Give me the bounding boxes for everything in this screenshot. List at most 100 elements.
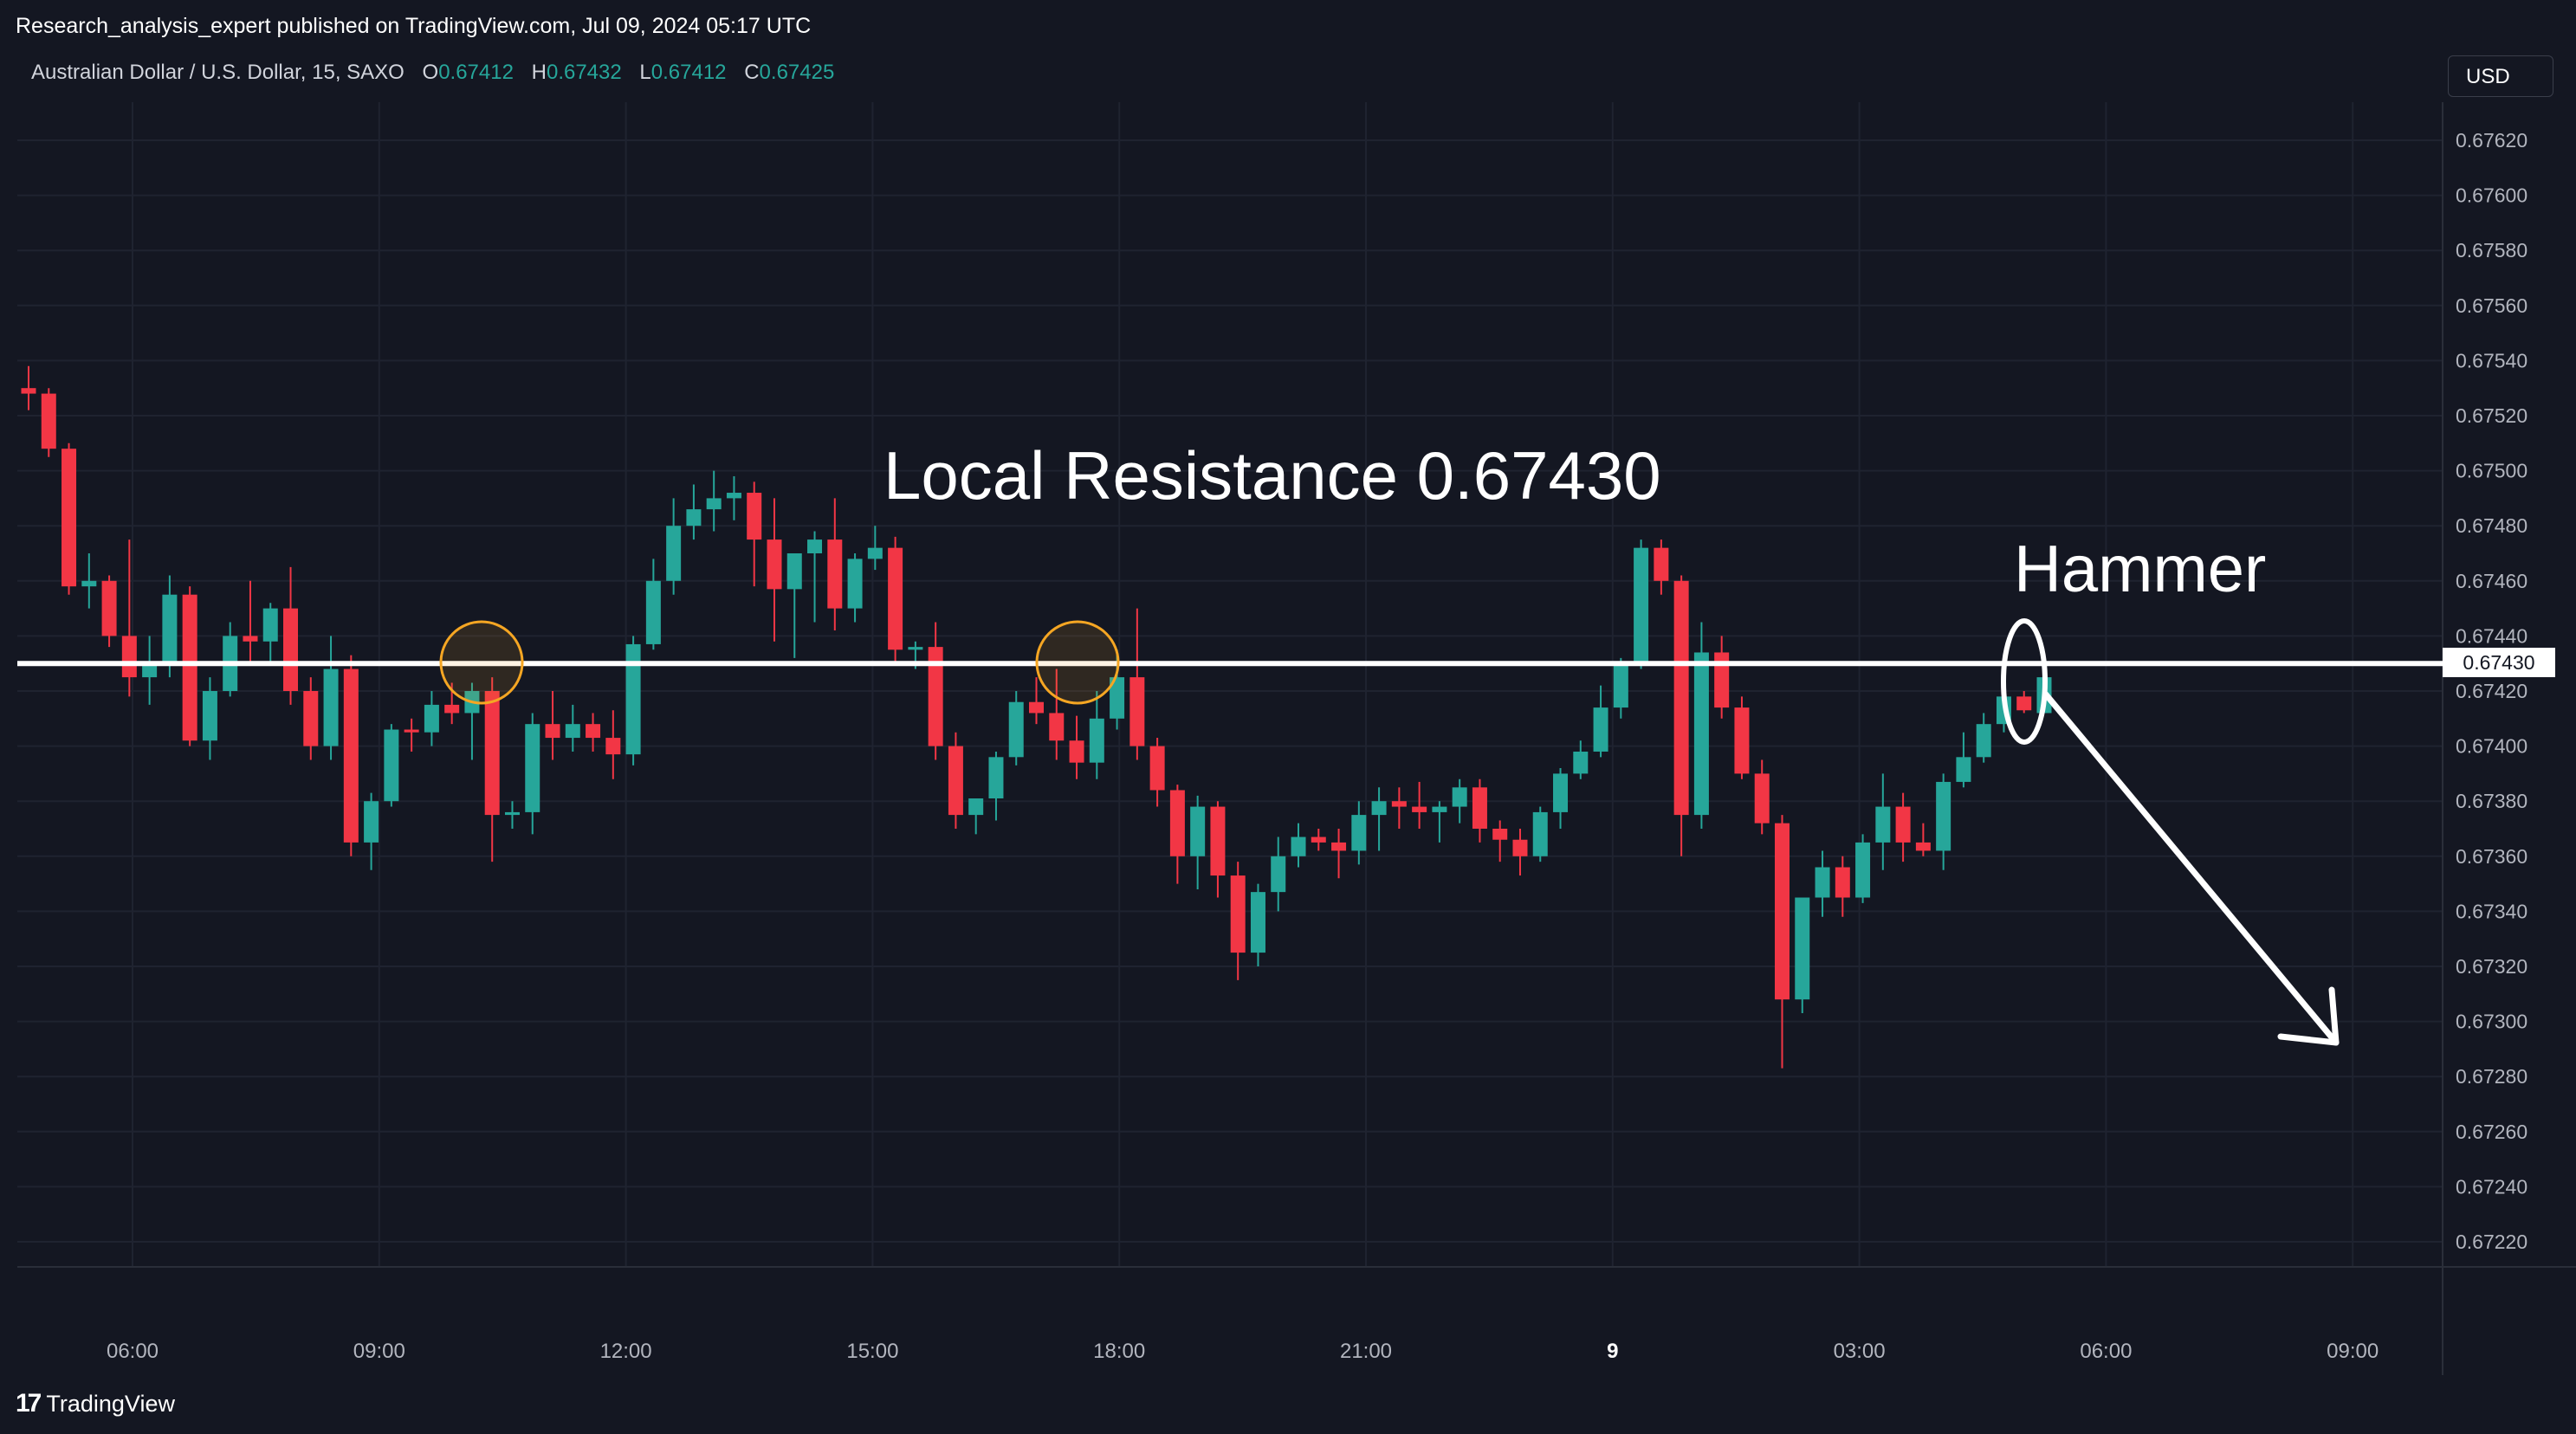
open-value: 0.67412 — [438, 61, 514, 84]
price-tick-label: 0.67600 — [2456, 184, 2527, 207]
candle-body — [625, 643, 641, 755]
candle-body — [101, 580, 117, 636]
candle-body — [1673, 580, 1689, 816]
currency-button[interactable]: USD — [2448, 55, 2553, 97]
candle-body — [1089, 718, 1104, 763]
candle-body — [243, 636, 258, 642]
candle-body — [142, 663, 158, 678]
candle-body — [1129, 677, 1145, 746]
close-label: C — [744, 61, 760, 84]
candle-body — [1311, 836, 1326, 843]
hammer-label: Hammer — [2014, 533, 2266, 606]
candle-body — [1532, 811, 1548, 856]
tradingview-logo-icon: 17 — [16, 1389, 42, 1418]
candle-body — [1835, 867, 1850, 898]
time-tick-label: 15:00 — [846, 1340, 898, 1363]
candle-body — [504, 811, 520, 816]
candle-body — [404, 729, 419, 733]
price-label-box — [2443, 648, 2555, 677]
candle-body — [1936, 781, 1951, 851]
candle-body — [1149, 746, 1165, 791]
candle-body — [61, 449, 77, 587]
price-tick-label: 0.67540 — [2456, 349, 2527, 371]
candle-body — [988, 757, 1004, 799]
candle-body — [827, 539, 843, 609]
price-tick-label: 0.67480 — [2456, 514, 2527, 537]
price-tick-label: 0.67400 — [2456, 735, 2527, 758]
bearish-arrow-icon — [2042, 691, 2340, 1046]
candle-body — [21, 388, 36, 394]
price-tick-label: 0.67560 — [2456, 294, 2527, 317]
candle-body — [1815, 867, 1830, 898]
candle-body — [1069, 740, 1084, 763]
candle-body — [2016, 696, 2032, 711]
hammer-highlight-ellipse — [2001, 618, 2048, 745]
candle-body — [645, 580, 661, 644]
candle-body — [283, 608, 299, 691]
candle-body — [121, 636, 137, 678]
price-tick-label: 0.67220 — [2456, 1231, 2527, 1253]
price-tick-label: 0.67300 — [2456, 1011, 2527, 1033]
candle-body — [343, 669, 359, 843]
price-tick-label: 0.67280 — [2456, 1065, 2527, 1088]
candle-body — [586, 724, 601, 739]
candle-body — [1693, 652, 1709, 816]
price-tick-label: 0.67460 — [2456, 570, 2527, 592]
price-tick-label: 0.67360 — [2456, 845, 2527, 868]
candle-body — [786, 553, 802, 590]
chart-grid — [17, 102, 2443, 1267]
candle-body — [1432, 806, 1447, 812]
candle-body — [807, 539, 823, 553]
candle-body — [1351, 815, 1367, 851]
candle-body — [605, 738, 621, 755]
time-tick-label: 03:00 — [1834, 1340, 1886, 1363]
candle-body — [908, 647, 923, 650]
price-tick-label: 0.67580 — [2456, 239, 2527, 262]
candle-body — [182, 594, 197, 741]
candle-body — [1412, 806, 1427, 812]
candle-body — [364, 801, 379, 843]
footer — [0, 1375, 2576, 1434]
time-tick-label: 06:00 — [2080, 1340, 2132, 1363]
candle-body — [1895, 806, 1911, 843]
candle-body — [1190, 806, 1206, 856]
close-value: 0.67425 — [759, 61, 835, 84]
candle-body — [1169, 790, 1185, 856]
candle-body — [444, 704, 460, 714]
tradingview-logo[interactable]: 17 TradingView — [16, 1389, 175, 1418]
price-axis[interactable]: 0.67620 0.67600 0.67580 0.67560 0.67540 0.675… — [2456, 129, 2527, 1253]
resistance-touch-marker-2 — [1035, 620, 1120, 705]
candle-body — [81, 580, 97, 587]
time-tick-label: 09:00 — [353, 1340, 405, 1363]
candle-body — [1976, 724, 1991, 758]
symbol-title[interactable]: Australian Dollar / U.S. Dollar, 15, SAX… — [31, 61, 405, 84]
candle-body — [1654, 547, 1669, 581]
current-price-label: 0.67430 — [2463, 651, 2534, 674]
open-label: O — [422, 61, 439, 84]
high-label: H — [531, 61, 547, 84]
price-tick-label: 0.67380 — [2456, 790, 2527, 812]
candle-body — [1795, 897, 1810, 1000]
candle-body — [262, 608, 278, 642]
low-value: 0.67412 — [650, 61, 727, 84]
candle-body — [1371, 801, 1387, 816]
time-tick-label: 12:00 — [600, 1340, 652, 1363]
candle-body — [384, 729, 399, 802]
candle-body — [1291, 836, 1306, 856]
candle-body — [1573, 751, 1589, 774]
candle-body — [1049, 713, 1065, 741]
candle-body — [1250, 892, 1265, 953]
candle-body — [1754, 773, 1770, 824]
candle-body — [1915, 842, 1931, 851]
candle-body — [1593, 707, 1608, 752]
candle-body — [1492, 829, 1508, 840]
time-tick-label: 06:00 — [107, 1340, 159, 1363]
time-axis[interactable]: 06:00 09:00 12:00 15:00 18:00 21:00 9 03:00 06:0… — [107, 1340, 2379, 1363]
candle-body — [1452, 787, 1467, 807]
candle-body — [1956, 757, 1971, 782]
price-tick-label: 0.67240 — [2456, 1175, 2527, 1198]
candle-body — [847, 559, 863, 609]
candle-body — [1875, 806, 1891, 843]
candle-body — [484, 691, 500, 816]
